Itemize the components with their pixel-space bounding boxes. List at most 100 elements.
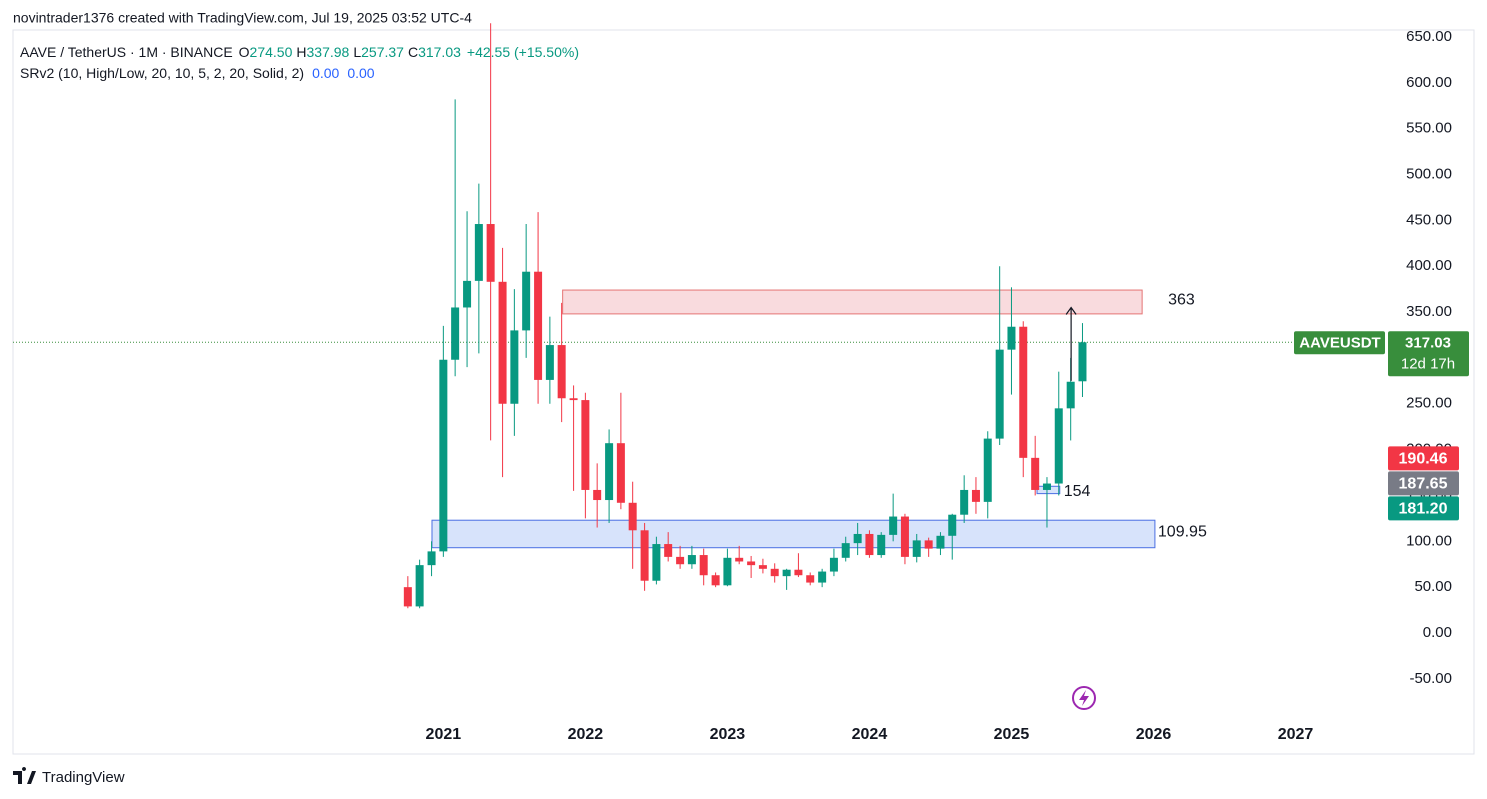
zone-label: 154 (1064, 483, 1091, 500)
candle-body (640, 530, 649, 581)
ohlc-value: 337.98 (307, 44, 350, 60)
candle-body (912, 540, 921, 557)
candle-body (924, 540, 933, 549)
lightning-icon (1072, 686, 1096, 710)
chart-frame (12, 29, 1475, 755)
indicator-value: 0.00 (347, 65, 374, 81)
symbol-badge (1294, 331, 1385, 355)
ohlc-label: H (296, 44, 306, 60)
candle-body (699, 555, 708, 576)
candle-body (593, 489, 602, 501)
candle-body (900, 516, 909, 557)
y-tick-label: 50.00 (1414, 578, 1452, 595)
price-badge (1388, 331, 1469, 377)
tradingview-logo (13, 767, 36, 784)
candle-body (474, 224, 483, 281)
price-badge-text: 317.03 (1405, 334, 1451, 351)
y-tick-label: 250.00 (1406, 395, 1452, 412)
ohlc-value: 257.37 (361, 44, 404, 60)
indicator-value: 0.00 (312, 65, 339, 81)
candle-body (782, 569, 791, 577)
price-badge-text: 187.65 (1399, 476, 1448, 493)
price-badge-text: 181.20 (1399, 501, 1448, 518)
candle-body (652, 544, 661, 581)
candle-body (865, 533, 874, 556)
y-tick-label: 500.00 (1406, 165, 1452, 182)
ohlc-value: 317.03 (418, 44, 461, 60)
candle-body (794, 569, 803, 576)
candle-body (451, 307, 460, 360)
candle-body (960, 489, 969, 515)
candle-body (439, 359, 448, 552)
price-badge (1388, 471, 1459, 496)
candle-body (486, 224, 495, 282)
price-badge-text: 190.46 (1399, 451, 1448, 468)
candle-body (936, 535, 945, 549)
x-tick-label: 2027 (1278, 726, 1314, 743)
header: novintrader1376 created with TradingView… (13, 10, 472, 26)
candle-body (1042, 483, 1051, 490)
x-tick-label: 2022 (568, 726, 604, 743)
candle-body (628, 502, 637, 531)
candle-body (427, 551, 436, 566)
indicator-name: SRv2 (10, High/Low, 20, 10, 5, 2, 20, So… (20, 65, 304, 81)
candle-body (829, 557, 838, 572)
symbol-legend: AAVE / TetherUS · 1M · BINANCE O274.50 H33… (20, 44, 579, 60)
y-tick-label: 0.00 (1423, 624, 1452, 641)
zone (431, 519, 1156, 549)
candle-body (569, 398, 578, 401)
candle-body (510, 330, 519, 404)
y-tick-label: 600.00 (1406, 74, 1452, 91)
arrow (1065, 306, 1077, 381)
candle-body (1054, 408, 1063, 484)
zone-label: 109.95 (1158, 523, 1207, 540)
candle-body (664, 544, 673, 557)
candle-body (463, 280, 472, 308)
change: +42.55 (+15.50%) (467, 44, 579, 60)
x-tick-label: 2026 (1136, 726, 1172, 743)
candle-body (971, 489, 980, 502)
candle-body (1007, 326, 1016, 350)
candle-body (1078, 342, 1087, 382)
ohlc-value: 274.50 (250, 44, 293, 60)
y-tick-label: 450.00 (1406, 211, 1452, 228)
candle-body (723, 557, 732, 586)
y-tick-label: -50.00 (1409, 670, 1452, 687)
candle-body (711, 575, 720, 586)
candle-body (841, 543, 850, 558)
x-tick-label: 2021 (426, 726, 462, 743)
candle-body (948, 514, 957, 536)
y-tick-label: 550.00 (1406, 120, 1452, 137)
candle-body (415, 565, 424, 607)
ohlc-label: O (239, 44, 250, 60)
ohlc-label: C (408, 44, 418, 60)
y-tick-label: 650.00 (1406, 28, 1452, 45)
price-badge (1388, 496, 1459, 521)
candle-body (581, 400, 590, 490)
candle-body (770, 568, 779, 577)
candle-body (735, 557, 744, 562)
price-badge (1388, 446, 1459, 471)
candle-body (1066, 381, 1075, 409)
candle-body (403, 587, 412, 607)
symbol: AAVE / TetherUS · 1M · BINANCE (20, 44, 233, 60)
x-tick-label: 2024 (852, 726, 888, 743)
x-tick-label: 2023 (710, 726, 746, 743)
candle-body (605, 443, 614, 501)
y-tick-label: 100.00 (1406, 532, 1452, 549)
candle-body (557, 345, 566, 399)
candle-body (545, 345, 554, 380)
zone (562, 289, 1143, 315)
ohlc-label: L (353, 44, 361, 60)
candle-body (1031, 457, 1040, 490)
candle-body (853, 533, 862, 544)
candle-body (877, 534, 886, 556)
candle-body (522, 271, 531, 331)
y-tick-label: 350.00 (1406, 303, 1452, 320)
y-tick-label: 400.00 (1406, 257, 1452, 274)
footer-brand: TradingView (42, 769, 125, 786)
symbol-badge-text: AAVEUSDT (1299, 334, 1380, 351)
candle-body (687, 555, 696, 565)
